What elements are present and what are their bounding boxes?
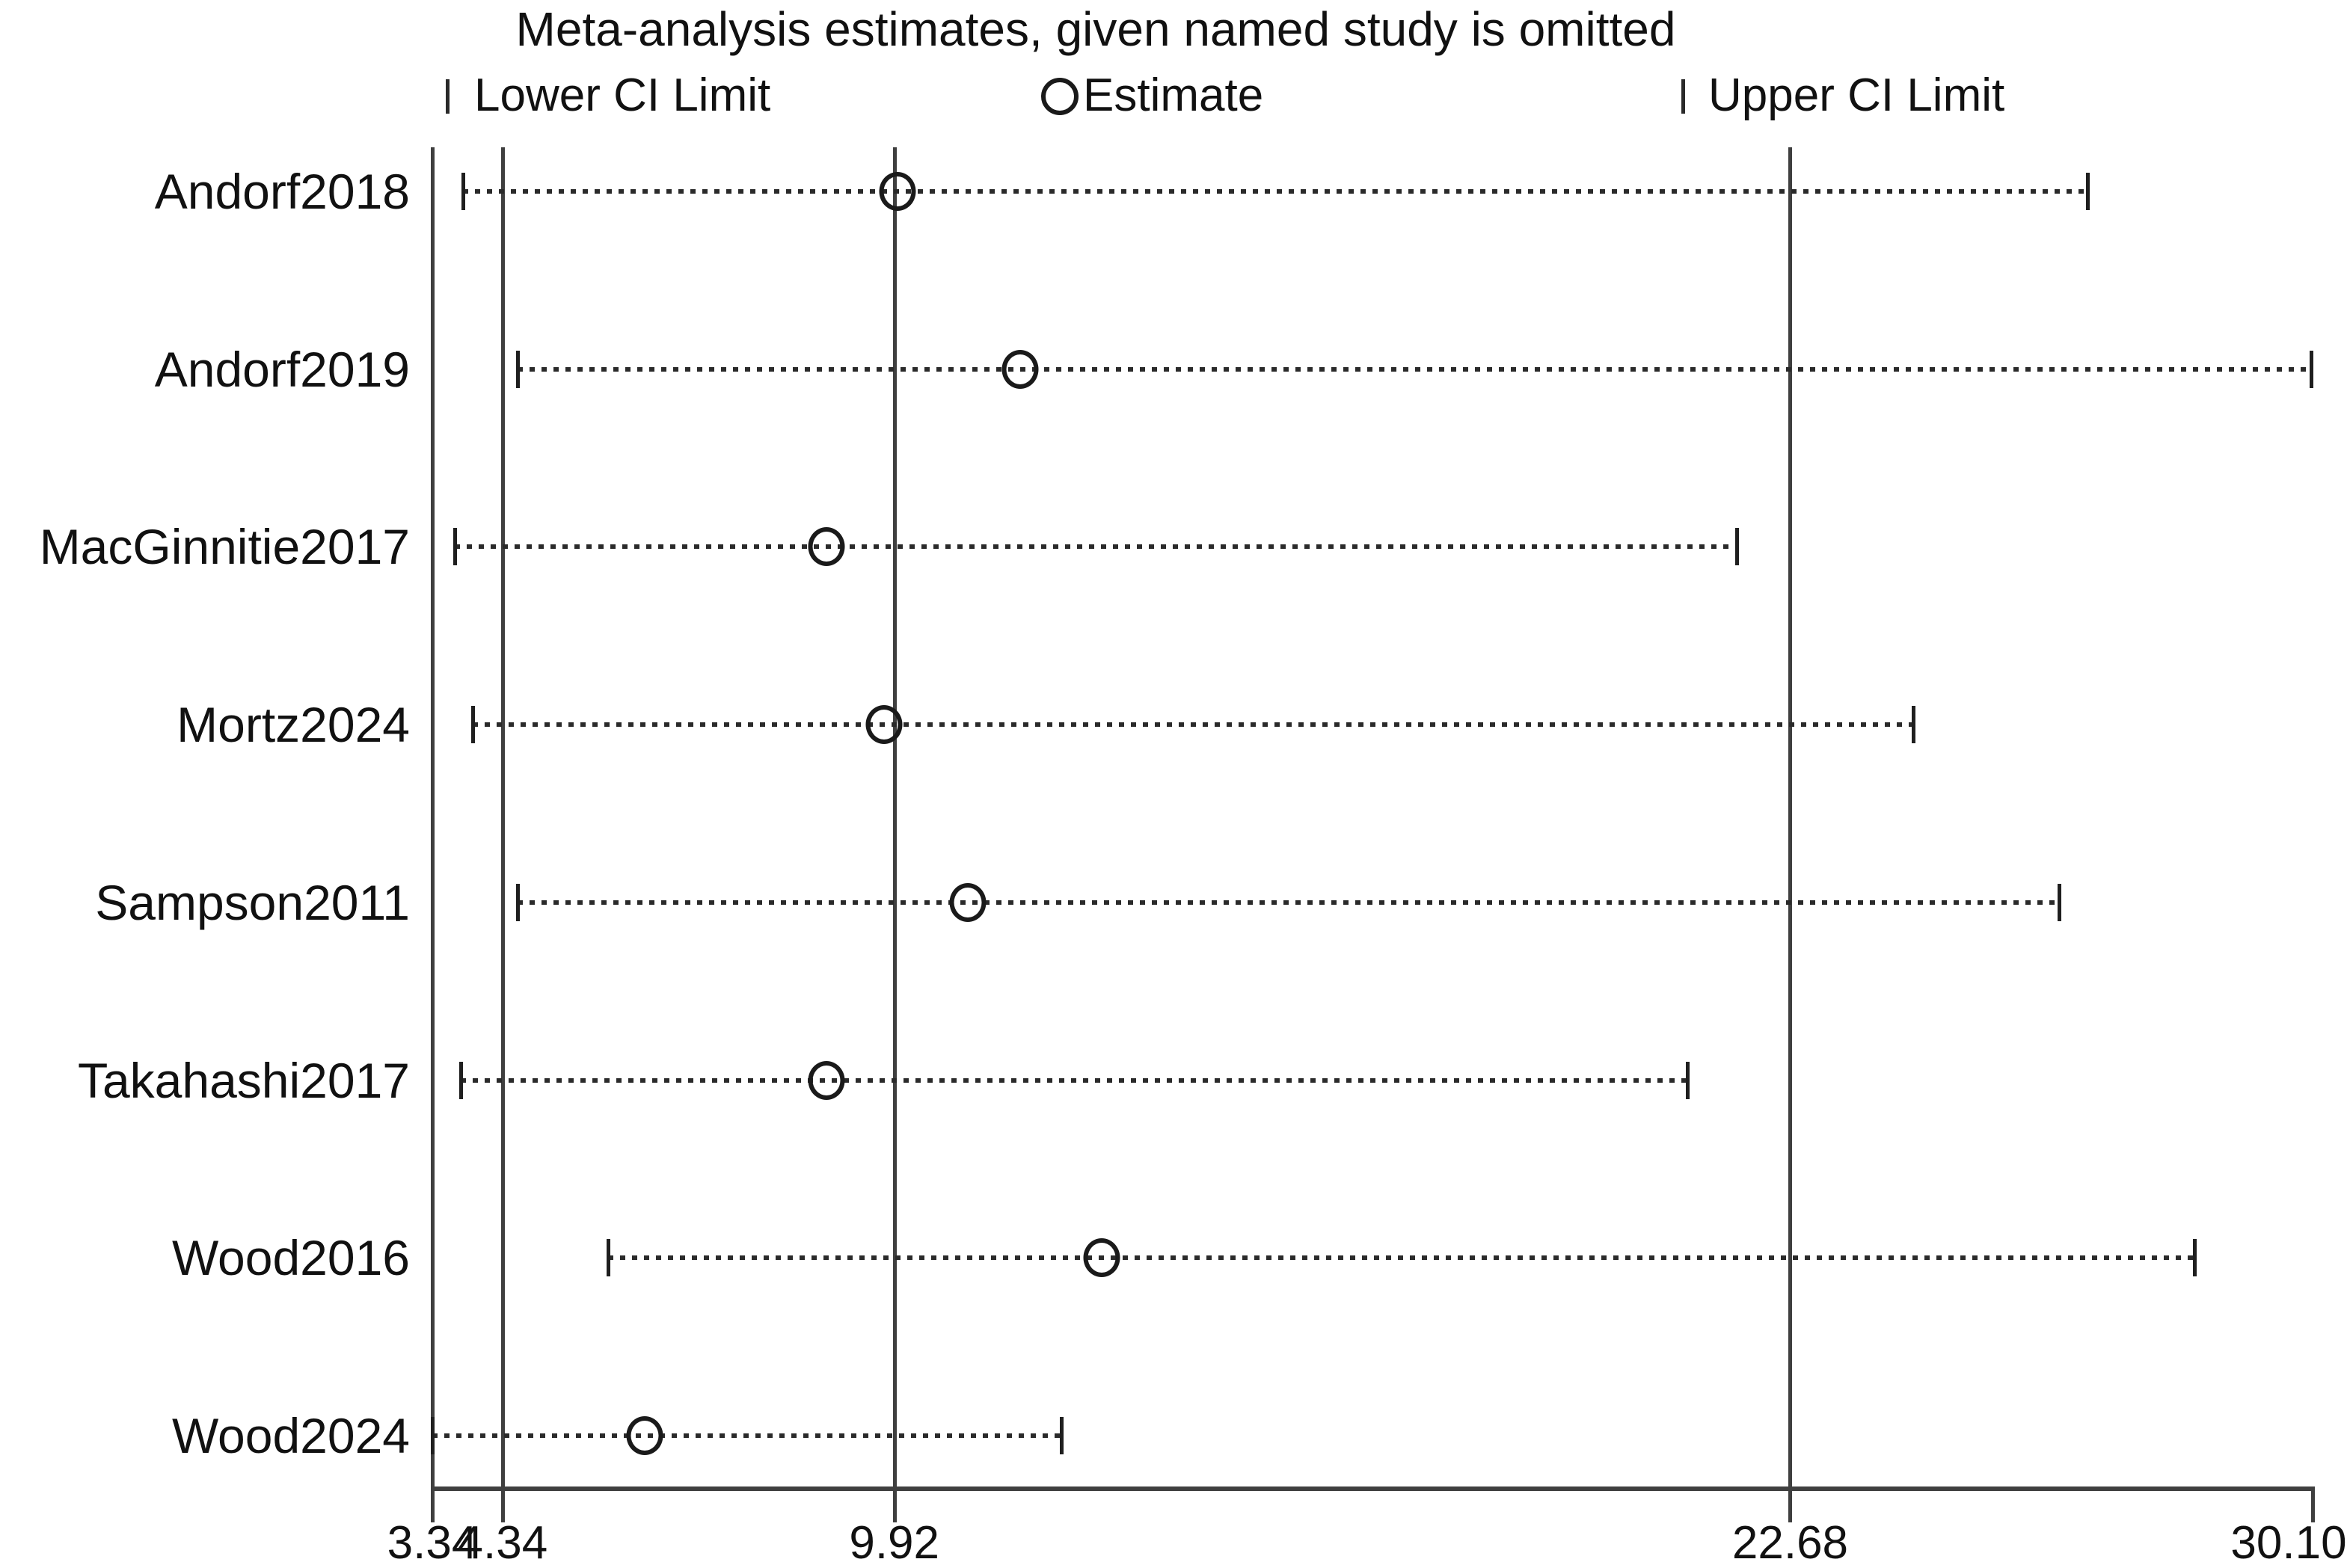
study-label: Andorf2019 — [154, 341, 410, 397]
chart-title: Meta-analysis estimates, given named stu… — [515, 2, 1676, 56]
estimate-marker — [626, 1415, 663, 1455]
lower-ci-marker — [515, 350, 520, 388]
ci-dotted-line — [517, 900, 2059, 905]
ci-dotted-line — [463, 189, 2088, 194]
study-label: Wood2024 — [171, 1407, 410, 1463]
lower-ci-tick-icon — [446, 79, 450, 114]
upper-ci-marker — [1735, 528, 1740, 566]
study-label: Andorf2018 — [154, 164, 410, 219]
lower-ci-marker — [515, 883, 520, 921]
study-label: Mortz2024 — [177, 697, 410, 753]
upper-ci-marker — [2193, 1239, 2197, 1277]
estimate-circle-icon — [1041, 78, 1079, 115]
x-axis-line — [432, 1486, 2315, 1491]
lower-ci-marker — [431, 1416, 435, 1454]
lower-ci-marker — [606, 1239, 610, 1277]
lower-ci-marker — [470, 706, 475, 744]
estimate-marker — [1001, 349, 1039, 389]
estimate-marker — [808, 527, 845, 567]
lower-ci-marker — [461, 173, 466, 210]
ci-dotted-line — [461, 1077, 1688, 1083]
estimate-marker — [949, 882, 987, 922]
ci-dotted-line — [432, 1433, 1062, 1438]
upper-ci-marker — [2058, 883, 2061, 921]
ci-dotted-line — [517, 366, 2311, 372]
upper-ci-marker — [1686, 1061, 1690, 1099]
legend-estimate-label: Estimate — [1083, 70, 1264, 121]
upper-ci-marker — [1911, 706, 1915, 744]
overall-upper-ci-line — [1788, 147, 1793, 1522]
ci-dotted-line — [472, 722, 1913, 728]
upper-ci-marker — [2086, 173, 2090, 210]
legend-upper-label: Upper CI Limit — [1708, 70, 2005, 121]
overall-lower-ci-line — [500, 147, 505, 1522]
estimate-marker — [879, 172, 916, 211]
overall-estimate-line — [892, 147, 897, 1522]
estimate-marker — [1083, 1238, 1120, 1278]
ci-dotted-line — [455, 544, 1737, 550]
upper-ci-tick-icon — [1681, 79, 1685, 114]
x-tick-label: 22.68 — [1731, 1517, 1849, 1568]
y-axis-frame-line — [431, 147, 435, 1522]
x-tick-label: 4.34 — [457, 1517, 548, 1568]
estimate-marker — [808, 1060, 845, 1100]
upper-ci-marker — [1060, 1416, 1064, 1454]
lower-ci-marker — [459, 1061, 464, 1099]
ci-dotted-line — [607, 1255, 2195, 1261]
legend-lower-label: Lower CI Limit — [474, 70, 771, 121]
x-tick-label: 9.92 — [849, 1517, 940, 1568]
x-tick-label: 3.34 — [387, 1517, 478, 1568]
study-label: MacGinnitie2017 — [39, 519, 410, 575]
study-label: Wood2016 — [171, 1230, 410, 1286]
upper-ci-marker — [2310, 350, 2313, 388]
study-label: Sampson2011 — [95, 874, 410, 930]
study-label: Takahashi2017 — [77, 1052, 410, 1108]
lower-ci-marker — [453, 528, 458, 566]
estimate-marker — [865, 705, 903, 745]
axis-max-tick — [2311, 1486, 2315, 1522]
x-tick-label: 30.10 — [2230, 1517, 2347, 1568]
